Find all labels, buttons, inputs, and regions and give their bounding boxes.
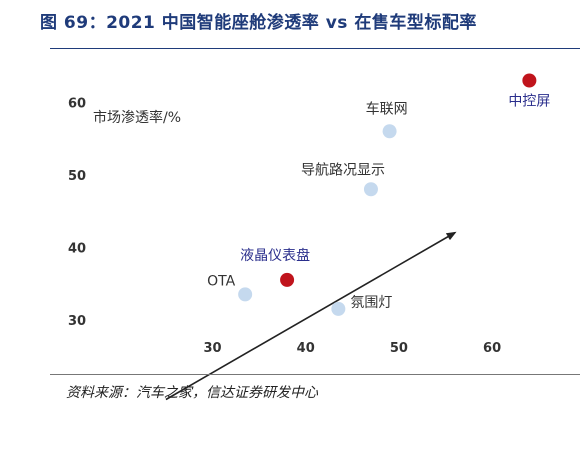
point-label: OTA	[207, 273, 235, 289]
data-point	[382, 124, 397, 139]
y-tick-label: 50	[68, 169, 86, 184]
point-label: 液晶仪表盘	[240, 247, 310, 264]
x-tick-label: 40	[297, 341, 315, 356]
x-tick-labels: 30 40 50 60	[203, 341, 501, 356]
y-tick-label: 40	[68, 241, 86, 256]
y-tick-label: 30	[68, 314, 86, 329]
data-point	[238, 287, 253, 302]
x-tick-label: 50	[390, 341, 408, 356]
data-point	[363, 182, 378, 197]
x-tick-label: 30	[203, 341, 221, 356]
source-note: 资料来源：汽车之家，信达证券研发中心	[66, 385, 318, 401]
point-label: 导航路况显示	[301, 162, 385, 178]
x-tick-label: 60	[483, 341, 501, 356]
y-tick-labels: 30 40 50 60	[68, 96, 86, 329]
data-point	[280, 272, 295, 287]
y-tick-label: 60	[68, 96, 86, 111]
trend-arrow	[165, 231, 457, 401]
data-points	[238, 73, 537, 316]
source-rule	[50, 374, 580, 375]
point-label: 中控屏	[508, 94, 550, 110]
title-rule	[50, 48, 580, 49]
point-label: 氛围灯	[350, 295, 392, 311]
point-label: 车联网	[366, 100, 408, 117]
data-point	[331, 301, 346, 316]
y-axis-label: 市场渗透率/%	[93, 109, 181, 126]
figure-title: 图 69：2021 中国智能座舱渗透率 vs 在售车型标配率	[40, 13, 477, 33]
data-point	[522, 73, 537, 88]
